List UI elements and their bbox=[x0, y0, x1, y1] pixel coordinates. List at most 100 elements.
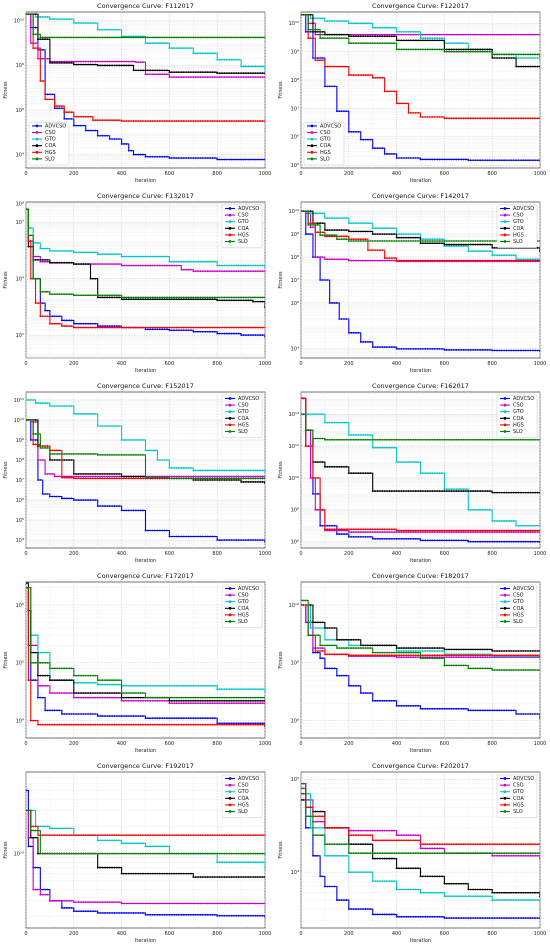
series-point-cso bbox=[44, 684, 47, 687]
series-point-slo bbox=[460, 438, 463, 441]
series-point-advcso bbox=[72, 713, 75, 715]
series-point-gto bbox=[70, 18, 73, 21]
series-point-advcso bbox=[261, 158, 264, 161]
series-point-hgs bbox=[481, 529, 484, 532]
series-point-coa bbox=[345, 465, 348, 468]
series-point-cso bbox=[367, 259, 369, 262]
series-point-coa bbox=[139, 69, 142, 72]
series-point-gto bbox=[524, 524, 527, 527]
legend-marker bbox=[310, 131, 314, 134]
series-point-advcso bbox=[390, 346, 393, 348]
series-point-gto bbox=[402, 30, 405, 33]
series-point-cso bbox=[115, 696, 118, 699]
series-point-hgs bbox=[515, 259, 517, 262]
series-point-advcso bbox=[146, 155, 149, 158]
series-point-coa bbox=[37, 258, 39, 261]
series-point-slo bbox=[398, 438, 400, 441]
legend-marker bbox=[228, 410, 232, 414]
series-point-slo bbox=[357, 240, 360, 242]
series-point-slo bbox=[149, 476, 152, 479]
series-point-hgs bbox=[448, 117, 451, 120]
series-point-advcso bbox=[142, 509, 145, 512]
series-point-slo bbox=[304, 429, 307, 432]
series-point-advcso bbox=[529, 349, 532, 352]
series-point-advcso bbox=[221, 539, 223, 541]
series-point-hgs bbox=[190, 326, 192, 329]
series-point-coa bbox=[407, 490, 410, 492]
series-point-coa bbox=[347, 472, 350, 475]
series-point-advcso bbox=[178, 329, 180, 332]
series-point-advcso bbox=[237, 158, 240, 161]
series-point-advcso bbox=[39, 696, 42, 699]
series-point-hgs bbox=[536, 529, 539, 532]
series-point-gto bbox=[32, 634, 35, 637]
series-point-advcso bbox=[82, 322, 85, 325]
series-point-slo bbox=[244, 296, 247, 299]
series-point-slo bbox=[410, 240, 412, 242]
series-point-slo bbox=[44, 661, 47, 664]
series-point-slo bbox=[118, 453, 121, 456]
series-point-hgs bbox=[170, 326, 173, 329]
series-point-slo bbox=[448, 50, 451, 53]
series-point-slo bbox=[125, 36, 128, 39]
series-point-advcso bbox=[367, 341, 369, 343]
series-point-advcso bbox=[309, 30, 312, 33]
y-tick-label: 10⁵ bbox=[16, 661, 24, 667]
legend-label: GTO bbox=[320, 137, 331, 143]
series-point-slo bbox=[314, 224, 317, 226]
series-point-cso bbox=[390, 259, 393, 262]
series-point-slo bbox=[488, 240, 491, 242]
series-point-cso bbox=[522, 531, 525, 533]
series-point-cso bbox=[233, 702, 235, 705]
series-point-coa bbox=[410, 236, 412, 239]
series-point-advcso bbox=[367, 138, 369, 141]
series-point-gto bbox=[166, 459, 168, 461]
series-point-advcso bbox=[326, 279, 329, 281]
series-point-coa bbox=[125, 696, 128, 699]
series-point-slo bbox=[316, 437, 319, 440]
series-point-cso bbox=[158, 73, 161, 76]
series-point-cso bbox=[371, 531, 374, 533]
series-point-slo bbox=[433, 438, 436, 441]
series-point-advcso bbox=[82, 124, 85, 127]
series-point-hgs bbox=[68, 476, 70, 479]
series-point-hgs bbox=[29, 719, 32, 722]
series-point-coa bbox=[448, 490, 451, 492]
series-point-gto bbox=[216, 58, 219, 61]
series-point-advcso bbox=[216, 539, 219, 541]
series-point-coa bbox=[453, 243, 455, 246]
series-point-coa bbox=[130, 475, 133, 478]
series-point-slo bbox=[324, 438, 326, 441]
series-point-advcso bbox=[393, 153, 396, 155]
series-point-gto bbox=[340, 217, 343, 219]
series-point-advcso bbox=[63, 117, 66, 120]
series-point-slo bbox=[388, 42, 391, 45]
series-point-cso bbox=[519, 33, 522, 36]
series-point-slo bbox=[484, 50, 486, 53]
series-point-gto bbox=[491, 254, 494, 257]
series-point-hgs bbox=[307, 37, 310, 40]
series-point-advcso bbox=[316, 492, 319, 495]
series-point-coa bbox=[115, 296, 118, 299]
series-point-hgs bbox=[213, 120, 216, 122]
series-point-advcso bbox=[469, 540, 472, 543]
series-point-advcso bbox=[247, 722, 250, 725]
y-tick-label: 10¹⁰ bbox=[289, 476, 299, 482]
series-point-gto bbox=[94, 413, 97, 415]
legend-marker bbox=[35, 137, 39, 141]
series-point-cso bbox=[383, 33, 386, 36]
series-point-cso bbox=[166, 73, 168, 76]
series-point-slo bbox=[465, 240, 467, 242]
series-point-slo bbox=[173, 477, 176, 480]
series-point-slo bbox=[302, 210, 305, 213]
series-point-hgs bbox=[367, 528, 369, 531]
series-point-slo bbox=[218, 296, 221, 299]
series-point-cso bbox=[371, 33, 374, 36]
series-point-hgs bbox=[256, 326, 259, 329]
series-point-gto bbox=[531, 524, 534, 527]
series-point-advcso bbox=[199, 717, 202, 720]
series-point-advcso bbox=[465, 539, 467, 542]
series-point-gto bbox=[99, 253, 101, 256]
series-point-cso bbox=[149, 264, 152, 267]
series-point-slo bbox=[106, 453, 109, 456]
